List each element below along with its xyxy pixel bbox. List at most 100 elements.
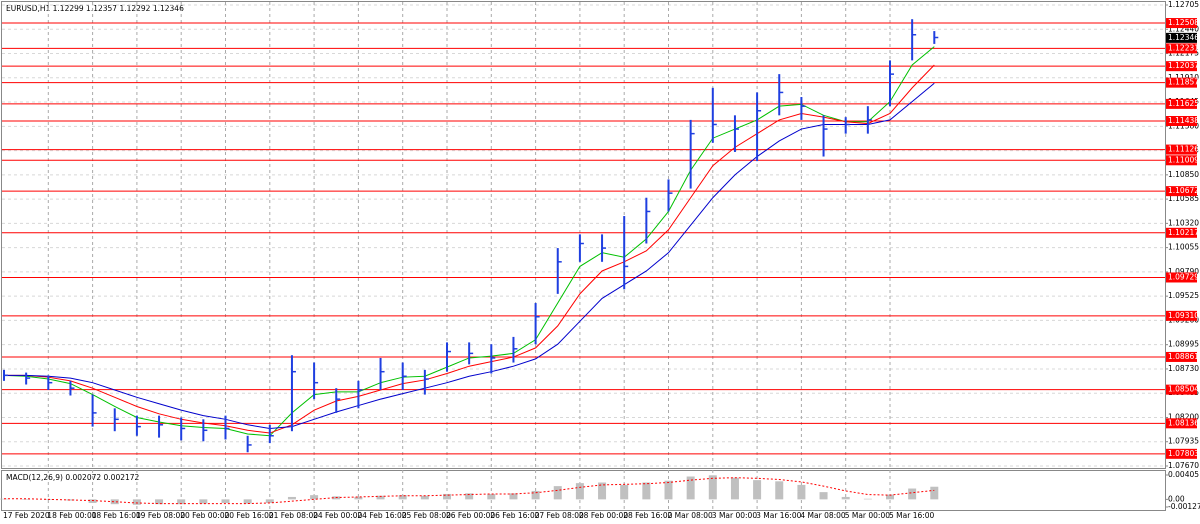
macd-bar <box>354 496 363 500</box>
macd-bar <box>664 480 673 500</box>
x-tick-label: 3 Mar 00:00 <box>712 511 758 520</box>
y-tick-label: 1.10320 <box>1168 218 1199 227</box>
level-label-box <box>1166 144 1197 155</box>
x-tick-label: 21 Feb 08:00 <box>269 511 318 520</box>
macd-title: MACD(12,26,9) 0.002072 0.002172 <box>6 473 140 482</box>
price-range <box>268 424 271 444</box>
level-label: 1.11857 <box>1168 78 1199 87</box>
price-range <box>379 357 382 391</box>
level-label: 1.08861 <box>1168 352 1199 361</box>
price-range <box>623 216 626 290</box>
x-tick-label: 18 Feb 00:00 <box>47 511 96 520</box>
price-range <box>756 92 759 162</box>
x-tick-label: 28 Feb 00:00 <box>579 511 628 520</box>
price-range <box>578 234 581 262</box>
level-label: 1.11126 <box>1168 145 1199 154</box>
x-tick-label: 19 Feb 08:00 <box>136 511 185 520</box>
macd-bar <box>775 481 784 500</box>
last-price-label: 1.12346 <box>1168 33 1199 42</box>
price-range <box>357 380 360 409</box>
level-label-box <box>1166 186 1197 197</box>
macd-bar <box>908 488 917 500</box>
macd-bar <box>155 499 164 505</box>
y-tick-label: 1.08200 <box>1168 412 1199 421</box>
x-tick-label: 25 Feb 08:00 <box>402 511 451 520</box>
macd-bar <box>531 490 540 500</box>
macd-bar <box>642 482 651 500</box>
macd-bar <box>708 475 717 500</box>
last-price-box <box>1166 32 1197 43</box>
price-range <box>711 87 714 143</box>
price-range <box>224 415 227 440</box>
level-label: 1.10672 <box>1168 186 1199 195</box>
macd-bar <box>88 499 97 503</box>
price-range <box>290 355 293 432</box>
y-tick-label: 1.09525 <box>1168 291 1199 300</box>
level-label: 1.09729 <box>1168 272 1199 281</box>
x-tick-label: 17 Feb 2020 <box>3 511 50 520</box>
macd-bar <box>376 495 385 500</box>
macd-bar <box>753 480 762 500</box>
macd-bar <box>420 495 429 500</box>
price-range <box>689 119 692 189</box>
price-range <box>800 97 803 120</box>
level-label-box <box>1166 77 1197 88</box>
macd-bar <box>598 482 607 500</box>
price-range <box>135 415 138 436</box>
macd-bar <box>265 499 274 503</box>
price-range <box>534 303 537 345</box>
macd-bar <box>132 499 141 505</box>
y-tick-label: 1.10055 <box>1168 243 1199 252</box>
macd-bar <box>465 493 474 500</box>
x-tick-label: 20 Feb 16:00 <box>225 511 274 520</box>
level-label: 1.12037 <box>1168 61 1199 70</box>
level-label-box <box>1166 155 1197 166</box>
price-frame <box>1 1 1166 469</box>
price-range <box>512 336 515 363</box>
macd-bar <box>620 484 629 500</box>
level-label-box <box>1166 310 1197 321</box>
macd-signal <box>4 477 935 505</box>
level-label-box <box>1166 116 1197 127</box>
macd-bar <box>930 486 939 500</box>
y-tick-label: 1.10850 <box>1168 170 1199 179</box>
macd-bar <box>863 498 872 500</box>
macd-bar <box>487 493 496 500</box>
x-tick-label: 28 Feb 16:00 <box>623 511 672 520</box>
macd-bar <box>310 495 319 500</box>
price-range <box>246 435 249 453</box>
level-label-box <box>1166 61 1197 72</box>
price-range <box>844 117 847 134</box>
level-label: 1.09310 <box>1168 311 1199 320</box>
x-tick-label: 2 Mar 08:00 <box>668 511 714 520</box>
macd-bar <box>797 484 806 500</box>
level-label: 1.08504 <box>1168 385 1199 394</box>
price-range <box>335 388 338 413</box>
macd-bar <box>243 499 252 504</box>
level-label-box <box>1166 18 1197 29</box>
x-tick-label: 18 Feb 16:00 <box>92 511 141 520</box>
y-tick-label: 1.12705 <box>1168 0 1199 9</box>
level-label-box <box>1166 351 1197 362</box>
y-tick-label: 1.07670 <box>1168 461 1199 470</box>
price-range <box>423 369 426 395</box>
macd-bar <box>221 499 230 503</box>
price-range <box>778 74 781 116</box>
y-tick-label: -0.001271 <box>1168 502 1200 511</box>
level-label: 1.11438 <box>1168 116 1199 125</box>
y-tick-label: 1.07935 <box>1168 437 1199 446</box>
macd-bar <box>886 494 894 500</box>
x-tick-label: 26 Feb 16:00 <box>490 511 539 520</box>
y-tick-label: 1.12440 <box>1168 24 1199 33</box>
level-label-box <box>1166 448 1197 459</box>
price-range <box>822 115 825 157</box>
y-tick-label: 0.00 <box>1168 494 1185 503</box>
macd-bar <box>553 486 562 500</box>
macd-frame <box>1 470 1166 511</box>
x-tick-label: 27 Feb 08:00 <box>535 511 584 520</box>
level-label-box <box>1166 98 1197 109</box>
moving-average <box>4 64 935 434</box>
level-label: 1.10217 <box>1168 228 1199 237</box>
